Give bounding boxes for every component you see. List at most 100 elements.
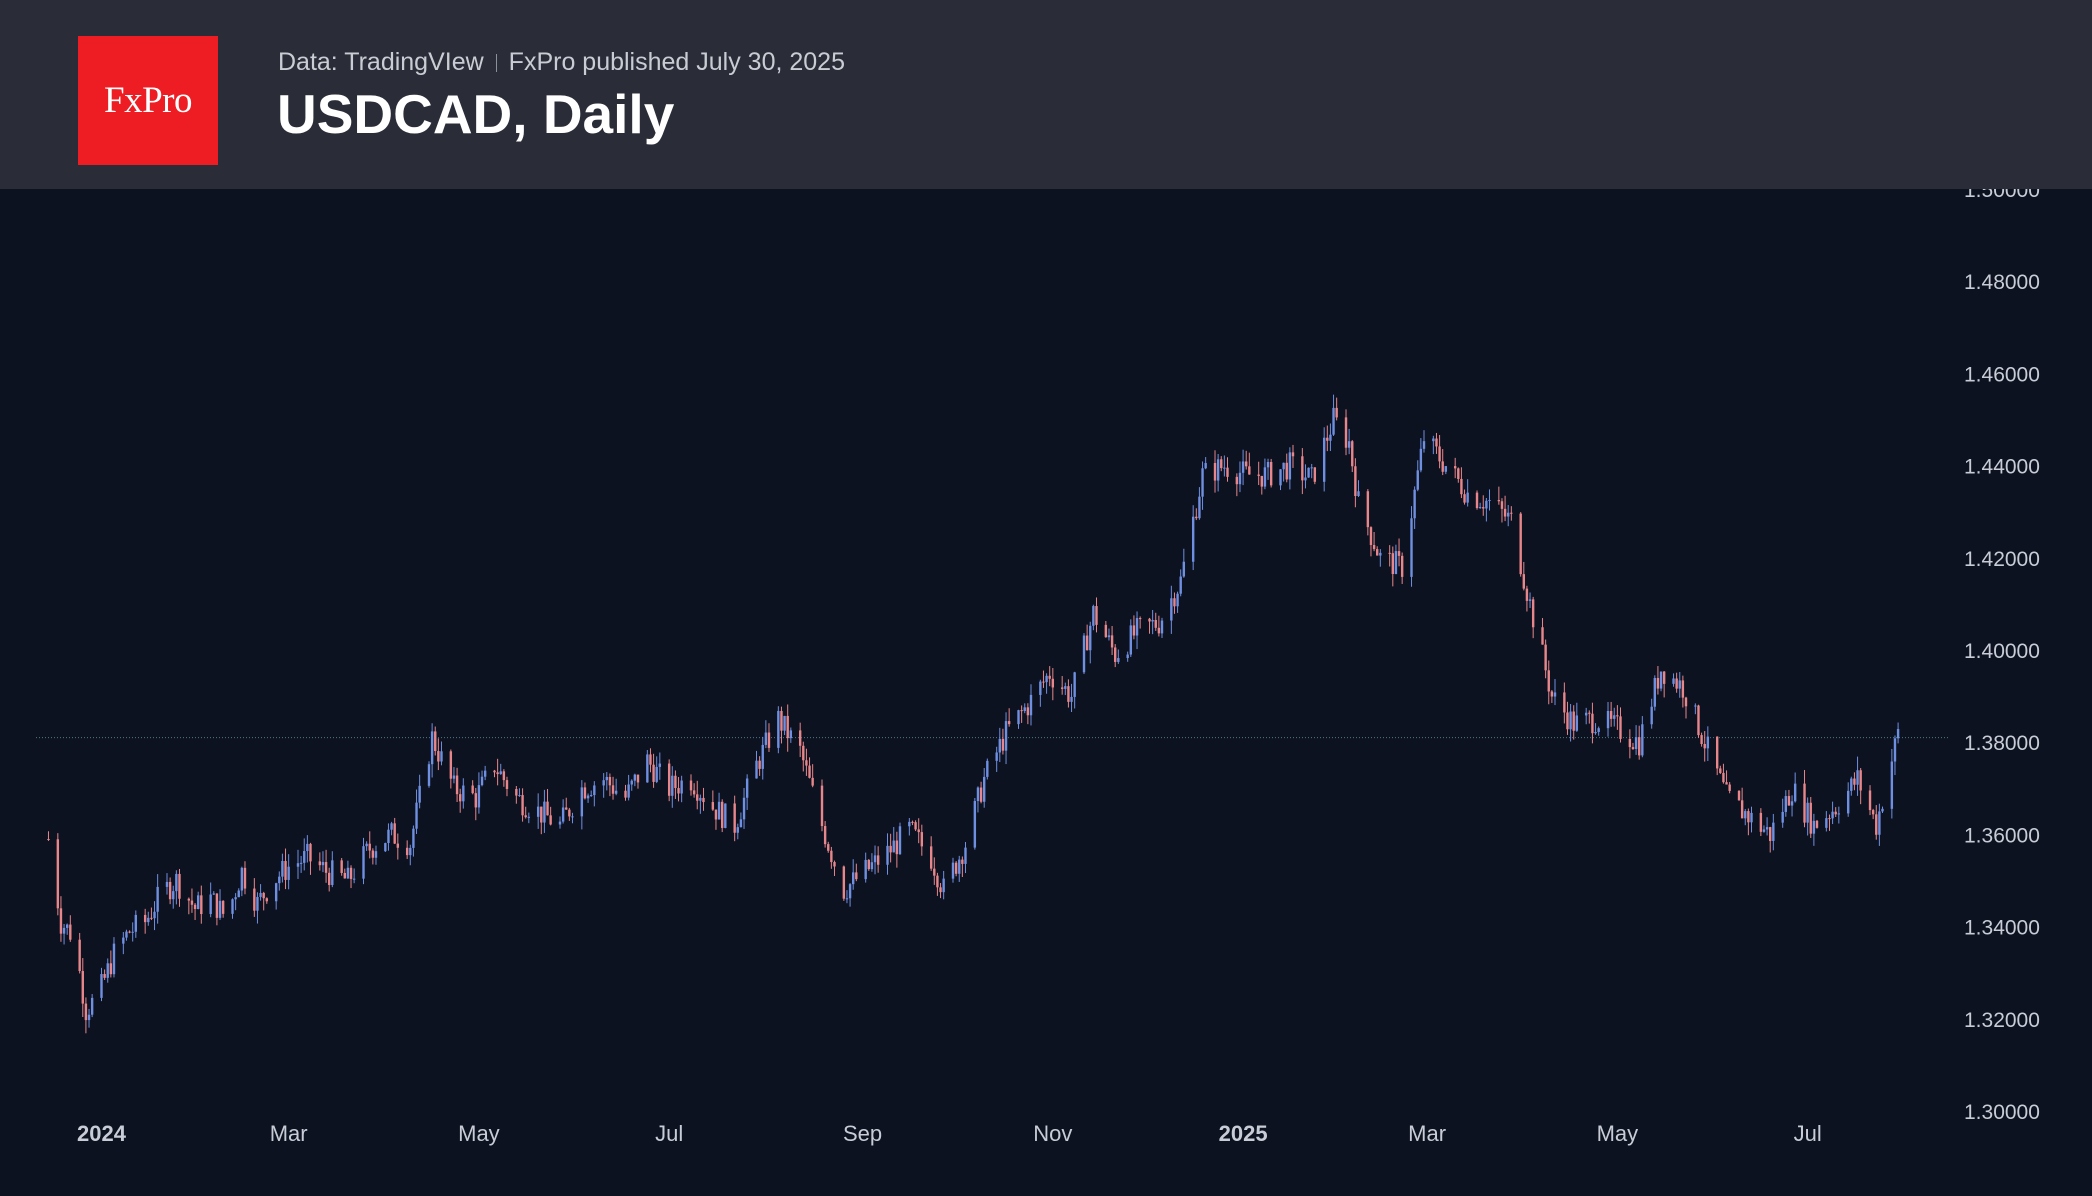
candle-body: [349, 867, 353, 879]
candle: [745, 774, 749, 810]
candle: [711, 790, 715, 811]
candle-body: [1728, 784, 1731, 791]
candle: [374, 845, 378, 865]
candle: [823, 821, 827, 848]
candle: [1266, 458, 1270, 480]
candle: [405, 840, 409, 859]
candle-body: [720, 801, 724, 828]
candle: [1042, 670, 1045, 688]
candle: [1675, 672, 1678, 693]
candle-body: [855, 872, 858, 880]
candle: [505, 776, 509, 797]
candle: [802, 741, 805, 772]
candle-body: [733, 803, 736, 833]
candle: [1769, 826, 1772, 853]
candle: [1282, 462, 1285, 482]
candle-body: [1438, 446, 1441, 462]
candle: [764, 720, 768, 749]
candle: [873, 845, 877, 875]
candle-body: [240, 867, 244, 891]
candle-body: [876, 855, 880, 865]
candle-body: [1148, 618, 1151, 622]
candle: [976, 786, 980, 813]
candle-body: [218, 900, 222, 918]
time-tick-label: Jul: [1794, 1121, 1822, 1146]
candle-body: [196, 895, 200, 910]
candle-body: [1609, 710, 1613, 719]
candle: [156, 874, 159, 924]
candle-body: [1151, 620, 1154, 622]
candle-body: [1744, 811, 1747, 819]
candle: [331, 851, 334, 888]
candle-body: [986, 760, 989, 777]
candle-body: [212, 893, 215, 895]
candle-body: [1628, 738, 1632, 748]
candle: [303, 838, 306, 871]
candle: [502, 769, 506, 787]
candle-body: [256, 896, 259, 911]
price-tick-label: 1.32000: [1964, 1009, 2040, 1032]
candle-body: [1706, 736, 1710, 749]
candle: [521, 788, 524, 822]
candle: [452, 767, 456, 784]
candle: [415, 789, 418, 834]
candle-body: [958, 859, 961, 874]
candle: [1441, 449, 1444, 476]
candle: [1550, 690, 1554, 703]
candle: [1594, 723, 1597, 735]
candle: [1519, 512, 1522, 577]
candle-body: [1004, 721, 1008, 751]
candle-body: [1466, 492, 1469, 503]
candle: [1400, 552, 1404, 584]
candle: [1703, 731, 1706, 762]
candle-body: [327, 872, 331, 885]
candle-body: [808, 765, 811, 778]
candle: [287, 854, 290, 890]
candle: [1871, 808, 1875, 820]
candle-body: [496, 772, 499, 775]
candle-body: [1522, 574, 1526, 589]
candle: [518, 788, 521, 797]
candle: [543, 789, 546, 833]
candle-body: [1834, 811, 1837, 815]
candle-body: [1354, 466, 1357, 497]
candle: [889, 833, 892, 863]
candle-body: [1241, 461, 1245, 473]
candle-body: [62, 927, 66, 934]
candle-body: [1815, 820, 1819, 828]
candle-body: [1070, 696, 1073, 702]
candle: [1500, 498, 1504, 523]
candle-body: [1026, 707, 1030, 716]
candle-body: [1846, 790, 1850, 814]
candle-body: [777, 710, 780, 748]
candle: [867, 859, 870, 871]
candle-body: [929, 846, 933, 869]
candle: [362, 837, 365, 885]
candle: [1728, 782, 1731, 794]
time-tick-label: Sep: [843, 1121, 882, 1146]
candle-body: [1132, 625, 1136, 636]
candle-body: [1048, 675, 1051, 679]
candle: [515, 785, 518, 804]
candle: [240, 866, 244, 897]
candle: [212, 891, 215, 896]
candle-body: [1638, 737, 1641, 756]
candle: [434, 726, 437, 756]
candle: [1631, 742, 1635, 750]
candle: [954, 861, 958, 877]
candle-body: [1662, 671, 1666, 684]
candle: [761, 736, 764, 780]
chart-title: USDCAD, Daily: [277, 83, 675, 145]
candle-body: [1326, 437, 1329, 441]
candle-body: [1784, 796, 1788, 812]
candle: [78, 932, 81, 974]
candle: [449, 749, 453, 789]
candle-body: [1831, 811, 1834, 819]
candle: [1432, 435, 1435, 455]
candle: [1357, 480, 1360, 497]
candle: [583, 782, 587, 800]
candle: [720, 799, 724, 833]
candle: [758, 756, 761, 776]
candle: [811, 764, 814, 788]
candle: [427, 761, 431, 788]
